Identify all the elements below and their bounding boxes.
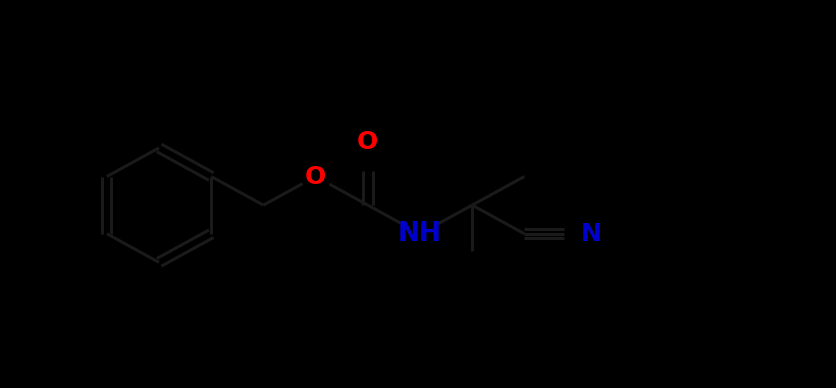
Text: NH: NH [397,221,441,247]
Text: O: O [304,165,326,189]
Text: O: O [357,130,378,154]
Text: N: N [580,222,601,246]
